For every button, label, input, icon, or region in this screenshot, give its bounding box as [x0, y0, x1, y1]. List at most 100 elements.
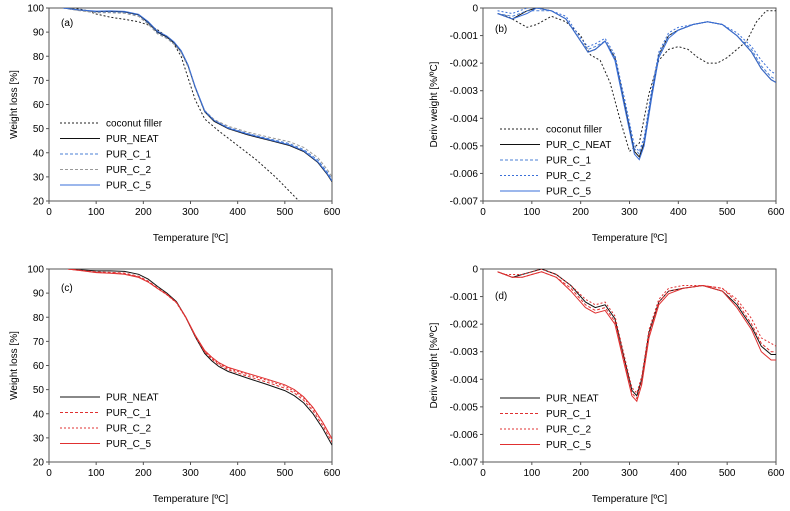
- x-tick-label: 0: [480, 207, 486, 218]
- series-line-pur-c-5: [497, 271, 776, 403]
- series-line-pur-c-5: [497, 8, 776, 161]
- x-tick-label: 400: [670, 207, 687, 218]
- chart-panel-4: 0 100 200 300 400 500 600 0 -0.001 -0.002 -0.003 -0…: [429, 265, 785, 506]
- x-tick-label: 600: [324, 468, 341, 479]
- legend-entry: PUR_C_1: [546, 409, 591, 420]
- y-tick-label: -0.006: [450, 169, 479, 180]
- legend-entry: PUR_C_NEAT: [546, 140, 611, 151]
- series-line-pur-c-2: [497, 269, 776, 395]
- y-tick-label: 70: [33, 76, 45, 87]
- x-tick-label: 500: [719, 207, 736, 218]
- x-tick-label: 100: [523, 468, 540, 479]
- x-tick-label: 400: [670, 468, 687, 479]
- legend-entry: PUR_C_2: [106, 424, 151, 435]
- series-line-coconut-filler: [72, 8, 300, 201]
- y-tick-label: 80: [33, 313, 45, 324]
- legend-entry: PUR_C_1: [546, 156, 591, 167]
- legend-entry: PUR_C_1: [106, 408, 151, 419]
- legend-entry: PUR_NEAT: [546, 394, 599, 405]
- y-tick-label: -0.004: [450, 375, 479, 386]
- x-tick-label: 200: [135, 207, 152, 218]
- legend-entry: PUR_C_5: [546, 440, 591, 451]
- series-line-pur-c-2: [63, 8, 332, 178]
- legend-entry: PUR_C_5: [106, 181, 151, 192]
- y-tick-label: 0: [472, 4, 478, 15]
- series-line-pur-c-5: [63, 8, 332, 182]
- plot-frame: [48, 7, 333, 202]
- y-tick-label: 50: [33, 124, 45, 135]
- y-tick-label: 30: [33, 433, 45, 444]
- y-tick-label: 40: [33, 409, 45, 420]
- plot-frame: [48, 268, 333, 463]
- x-tick-label: 200: [572, 468, 589, 479]
- y-tick-label: 20: [33, 458, 45, 469]
- y-tick-label: -0.004: [450, 114, 479, 125]
- chart-panel-1: 0 100 200 300 400 500 600 20 30 40 50 60 70 80 90 100 Te…: [9, 4, 341, 245]
- y-tick-label: 40: [33, 148, 45, 159]
- y-tick-label: -0.006: [450, 430, 479, 441]
- y-axis-label: Weight loss [%]: [9, 331, 20, 400]
- y-tick-label: -0.005: [450, 141, 479, 152]
- y-tick-label: -0.005: [450, 402, 479, 413]
- x-tick-label: 300: [621, 468, 638, 479]
- x-tick-label: 500: [276, 207, 293, 218]
- y-tick-label: 20: [33, 197, 45, 208]
- series-line-pur-c-5: [67, 269, 332, 440]
- y-tick-label: 30: [33, 172, 45, 183]
- x-tick-label: 600: [768, 207, 785, 218]
- x-tick-label: 100: [523, 207, 540, 218]
- legend-entry: PUR_C_2: [546, 425, 591, 436]
- x-tick-label: 600: [324, 207, 341, 218]
- x-tick-label: 200: [135, 468, 152, 479]
- chart-panel-2: 0 100 200 300 400 500 600 0 -0.001 -0.002 -0.003 -0…: [429, 4, 785, 245]
- y-tick-label: 0: [472, 265, 478, 276]
- legend-entry: PUR_C_2: [106, 165, 151, 176]
- series-line-pur-c-neat: [497, 8, 776, 158]
- legend-entry: PUR_C_1: [106, 150, 151, 161]
- x-tick-label: 100: [88, 207, 105, 218]
- y-tick-label: 90: [33, 289, 45, 300]
- x-tick-label: 100: [88, 468, 105, 479]
- y-tick-label: -0.001: [450, 31, 479, 42]
- y-tick-label: -0.003: [450, 347, 479, 358]
- y-tick-label: -0.002: [450, 59, 479, 70]
- y-tick-label: -0.007: [450, 197, 479, 208]
- y-axis-label: Weight loss [%]: [9, 70, 20, 139]
- plot-frame: [482, 268, 777, 463]
- x-tick-label: 500: [276, 468, 293, 479]
- x-tick-label: 0: [46, 468, 52, 479]
- legend-entry: coconut filler: [106, 119, 163, 130]
- x-axis-label: Temperature [ºC]: [153, 233, 229, 244]
- x-tick-label: 400: [229, 207, 246, 218]
- series-line-coconut-filler: [497, 10, 776, 153]
- x-tick-label: 0: [46, 207, 52, 218]
- series-line-pur-c-1: [497, 10, 776, 156]
- y-tick-label: 100: [27, 4, 44, 15]
- legend-entry: PUR_NEAT: [106, 393, 159, 404]
- panel-tag: (a): [61, 18, 73, 29]
- y-tick-label: 100: [27, 265, 44, 276]
- legend-entry: PUR_C_2: [546, 171, 591, 182]
- series-line-pur-c-1: [63, 8, 332, 180]
- legend-entry: PUR_NEAT: [106, 134, 159, 145]
- y-tick-label: -0.001: [450, 292, 479, 303]
- plot-frame: [482, 7, 777, 202]
- x-tick-label: 500: [719, 468, 736, 479]
- chart-panel-3: 0 100 200 300 400 500 600 20 30 40 50 60 70 80 90 100 Te…: [9, 265, 341, 506]
- series-line-pur-neat: [497, 269, 776, 397]
- x-tick-label: 600: [768, 468, 785, 479]
- y-axis-label: Deriv weight [%/ºC]: [429, 322, 440, 408]
- y-tick-label: 60: [33, 100, 45, 111]
- panel-tag: (d): [495, 291, 507, 302]
- x-axis-label: Temperature [ºC]: [592, 233, 668, 244]
- y-tick-label: -0.003: [450, 86, 479, 97]
- y-tick-label: 80: [33, 52, 45, 63]
- x-tick-label: 200: [572, 207, 589, 218]
- series-line-pur-neat: [63, 8, 332, 182]
- x-tick-label: 400: [229, 468, 246, 479]
- x-tick-label: 300: [182, 207, 199, 218]
- x-tick-label: 300: [182, 468, 199, 479]
- x-tick-label: 300: [621, 207, 638, 218]
- x-axis-label: Temperature [ºC]: [153, 494, 229, 505]
